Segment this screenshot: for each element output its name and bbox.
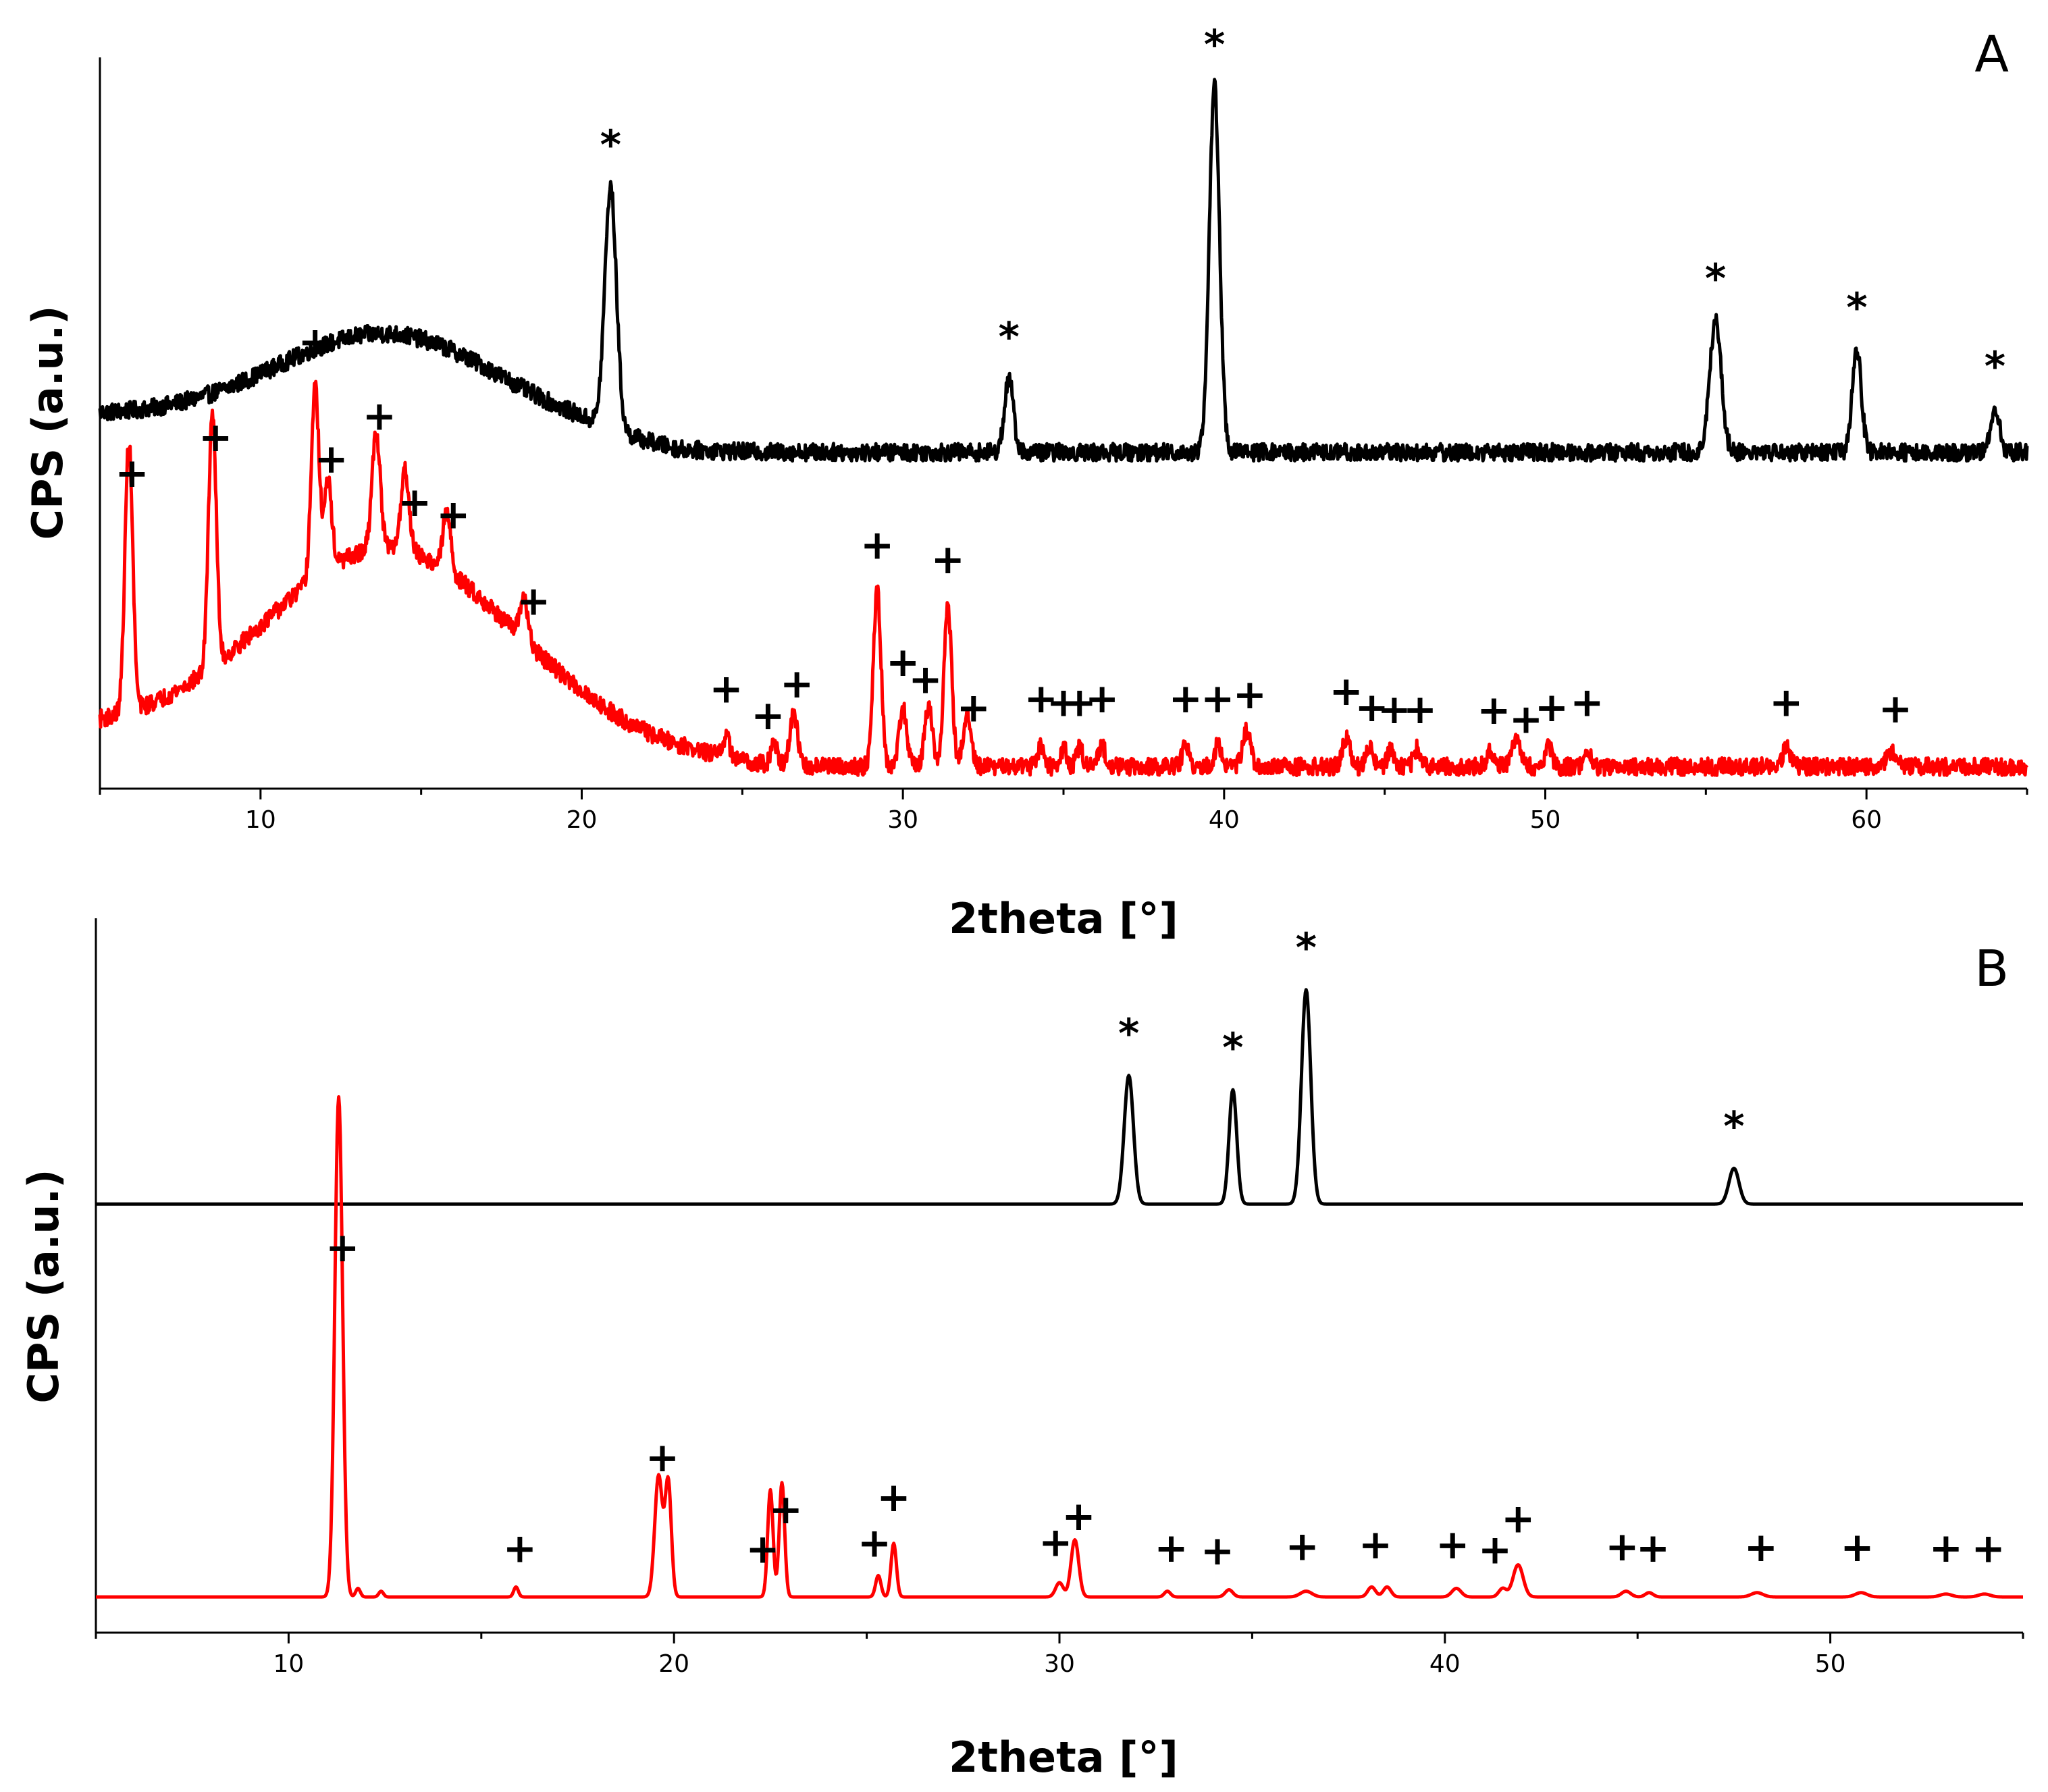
peak-marker-plus: + [886, 639, 920, 686]
peak-marker-star: * [1118, 1010, 1139, 1057]
y-axis-title: CPS (a.u.) [19, 1169, 68, 1404]
peak-marker-plus: + [1047, 679, 1080, 726]
x-tick-label: 10 [245, 806, 276, 834]
panel-b: B 10 20 30 40 50 * ***++++++++++ + + + + ++++ + + + + … [19, 918, 2024, 1782]
x-tick-label: 60 [1851, 806, 1882, 834]
peak-marker-plus: + [325, 1224, 359, 1271]
peak-marker-plus: + [1061, 1493, 1095, 1540]
trace-red [95, 1095, 2024, 1599]
x-tick-label: 30 [1044, 1650, 1075, 1678]
peak-marker-star: * [998, 314, 1019, 361]
peak-marker-plus: + [115, 450, 149, 497]
peak-marker-plus: + [517, 577, 550, 625]
peak-marker-plus: + [1605, 1523, 1639, 1571]
panel-label: A [1974, 26, 2009, 84]
peak-marker-star: * [1723, 1103, 1744, 1150]
panel-a: A 10 20 30 40 50 60 ******++++++ ++++++++++ +++… [23, 21, 2029, 943]
x-tick-label: 10 [273, 1650, 304, 1678]
peak-marker-plus: + [1478, 1526, 1512, 1573]
peak-marker-star: * [1846, 284, 1867, 332]
peak-marker-star: * [1204, 21, 1225, 68]
peak-marker-plus: + [745, 1525, 779, 1573]
x-tick-label: 50 [1815, 1650, 1846, 1678]
peak-marker-plus: + [1840, 1524, 1874, 1571]
y-axis-title: CPS (a.u.) [23, 306, 72, 540]
x-tick-label: 40 [1209, 806, 1240, 834]
peak-marker-plus: + [709, 666, 743, 713]
x-axis-title: 2theta [°] [949, 1733, 1178, 1782]
peak-marker-plus: + [957, 685, 991, 732]
peak-marker-plus: + [858, 1520, 891, 1567]
peak-marker-plus: + [931, 536, 965, 583]
peak-marker-plus: + [646, 1434, 679, 1481]
peak-marker-plus: + [780, 660, 814, 708]
peak-marker-plus: + [1201, 1527, 1234, 1575]
peak-marker-plus: + [1154, 1525, 1188, 1572]
trace-black [95, 988, 2024, 1206]
peak-marker-plus: + [1570, 679, 1604, 726]
peak-marker-plus: + [436, 491, 470, 538]
peak-marker-plus: + [1039, 1519, 1072, 1566]
peak-marker-plus: + [876, 1474, 910, 1521]
peak-marker-plus: + [1535, 684, 1569, 731]
peak-marker-plus: + [1355, 684, 1388, 731]
peak-marker-plus: + [1377, 686, 1411, 733]
peak-marker-plus: + [314, 436, 348, 483]
peak-marker-plus: + [1436, 1521, 1469, 1569]
peak-marker-plus: + [1509, 696, 1543, 743]
x-axis-title: 2theta [°] [949, 894, 1178, 943]
peak-marker-star: * [1222, 1024, 1243, 1072]
peak-marker-plus: + [1971, 1525, 2005, 1573]
x-tick-label: 20 [658, 1650, 689, 1678]
x-tick-label: 40 [1429, 1650, 1461, 1678]
trace-red [98, 379, 2028, 777]
peak-marker-plus: + [769, 1486, 803, 1533]
x-tick-label: 20 [567, 806, 598, 834]
peak-marker-plus: + [1024, 675, 1058, 722]
peak-marker-plus: + [1477, 687, 1511, 734]
peak-marker-plus: + [1329, 668, 1363, 715]
peak-marker-plus: + [1879, 685, 1912, 733]
peak-marker-plus: + [1285, 1523, 1319, 1570]
peak-marker-plus: + [1501, 1495, 1535, 1542]
peak-marker-plus: + [908, 656, 942, 703]
peak-marker-star: * [1705, 255, 1726, 302]
x-tick-label: 50 [1530, 806, 1561, 834]
peak-marker-plus: + [860, 521, 894, 569]
peak-marker-plus: + [1085, 675, 1119, 722]
peak-marker-plus: + [398, 479, 431, 526]
peak-marker-plus: + [1636, 1525, 1670, 1572]
peak-marker-star: * [1296, 924, 1317, 972]
peak-marker-plus: + [298, 319, 332, 366]
peak-marker-plus: + [1929, 1525, 1963, 1572]
peak-marker-plus: + [751, 692, 785, 739]
peak-marker-star: * [600, 122, 621, 169]
panel-label: B [1974, 940, 2009, 998]
peak-marker-plus: + [363, 392, 396, 440]
peak-marker-plus: + [1233, 671, 1267, 718]
peak-marker-plus: + [503, 1525, 537, 1572]
peak-marker-plus: + [1403, 686, 1437, 733]
peak-marker-plus: + [1201, 675, 1234, 722]
peak-marker-star: * [1985, 343, 2005, 390]
peak-marker-plus: + [1769, 679, 1803, 726]
peak-marker-plus: + [1169, 675, 1203, 722]
peak-marker-plus: + [1359, 1521, 1392, 1569]
peak-marker-plus: + [1744, 1524, 1778, 1571]
trace-black [98, 78, 2029, 463]
peak-marker-plus: + [1063, 679, 1097, 726]
x-tick-label: 30 [887, 806, 918, 834]
peak-marker-plus: + [199, 414, 232, 461]
